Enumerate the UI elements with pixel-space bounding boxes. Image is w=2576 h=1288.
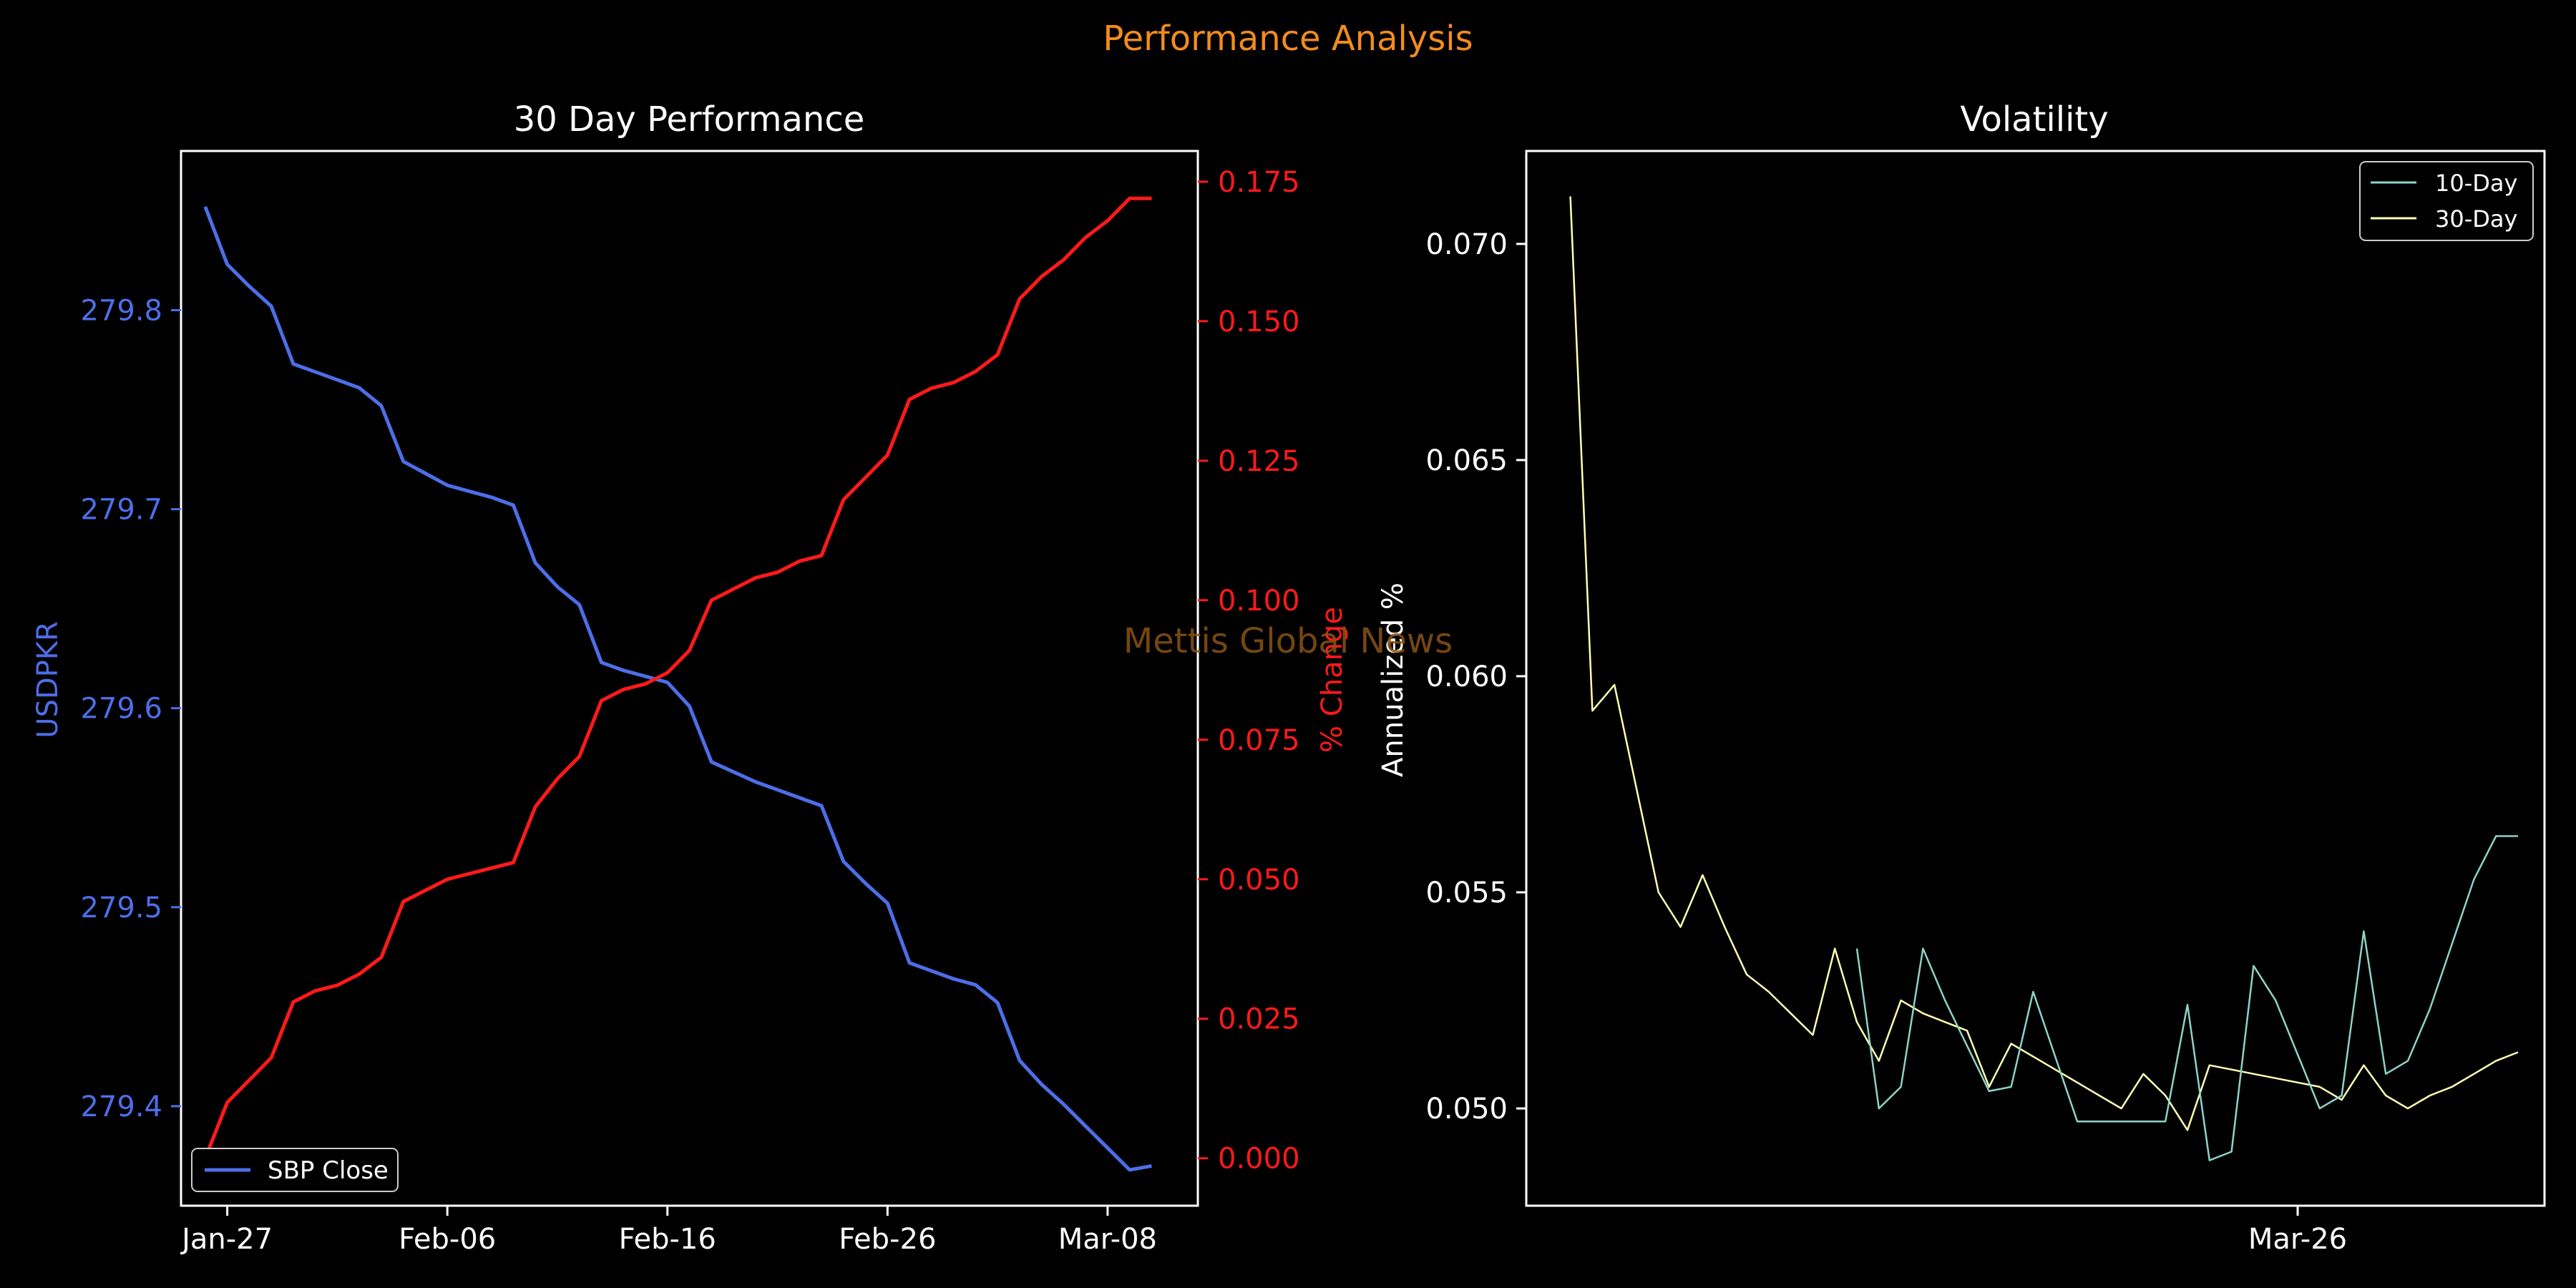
- plot-frame-left: [180, 150, 1199, 1207]
- series-line-sbp-close: [203, 206, 1152, 1172]
- legend-label-sbp-close: SBP Close: [268, 1156, 389, 1185]
- y-tick-label-left: 279.5: [80, 892, 162, 924]
- chart-title-30-day-performance: 30 Day Performance: [514, 99, 865, 140]
- x-tick-label: Feb-06: [399, 1223, 496, 1256]
- y-tick-label: 0.070: [1425, 228, 1508, 261]
- y-tick-label-right: 0.075: [1218, 724, 1300, 757]
- x-tick-label: Mar-26: [2248, 1223, 2347, 1256]
- y-tick-label: 0.060: [1425, 660, 1508, 693]
- y-axis-label-right: % Change: [1316, 607, 1349, 753]
- legend-right: 10-Day 30-Day: [2359, 161, 2534, 241]
- x-tick-label: Feb-16: [619, 1223, 716, 1256]
- x-tick-label: Jan-27: [180, 1223, 273, 1256]
- legend-box-left: [191, 1148, 399, 1192]
- series-line-30-day: [1569, 196, 2519, 1131]
- series-line-10-day: [1855, 835, 2518, 1161]
- y-tick-label: 0.050: [1425, 1093, 1508, 1126]
- x-tick-label: Mar-08: [1058, 1223, 1157, 1256]
- y-tick-label-right: 0.175: [1218, 166, 1300, 199]
- legend-label-30-day: 30-Day: [2435, 205, 2517, 233]
- y-tick-label: 0.065: [1425, 444, 1508, 477]
- chart-title-volatility: Volatility: [1960, 99, 2108, 140]
- y-tick-label-left: 279.8: [80, 294, 162, 327]
- y-tick-label-right: 0.100: [1218, 585, 1300, 618]
- chart-volatility: Volatility Mar-26 0.050 0.055 0.060 0.065 0.0…: [1377, 99, 2546, 1256]
- watermark-text: Mettis Global News: [1123, 621, 1453, 661]
- chart-30-day-performance: 30 Day Performance Jan-27 Feb-06 Feb-16 Feb…: [31, 99, 1349, 1256]
- y-tick-label-right: 0.125: [1218, 445, 1300, 478]
- y-tick-label-right: 0.000: [1218, 1143, 1300, 1176]
- legend-label-10-day: 10-Day: [2435, 170, 2517, 197]
- y-axis-label-volatility: Annualized %: [1377, 582, 1410, 777]
- y-tick-label-right: 0.025: [1218, 1003, 1300, 1036]
- legend-left: SBP Close: [191, 1148, 399, 1192]
- figure-suptitle: Performance Analysis: [1103, 19, 1473, 59]
- y-tick-label-right: 0.050: [1218, 864, 1300, 897]
- plot-frame-right: [1525, 150, 2546, 1207]
- y-tick-label-left: 279.6: [80, 693, 162, 726]
- y-tick-label-left: 279.7: [80, 494, 162, 527]
- y-tick-label: 0.055: [1425, 877, 1508, 909]
- x-tick-label: Feb-26: [839, 1223, 936, 1256]
- y-axis-label-left: USDPKR: [31, 621, 64, 738]
- series-line-pct-change: [203, 196, 1152, 1159]
- y-tick-label-right: 0.150: [1218, 306, 1300, 338]
- y-tick-label-left: 279.4: [80, 1091, 162, 1123]
